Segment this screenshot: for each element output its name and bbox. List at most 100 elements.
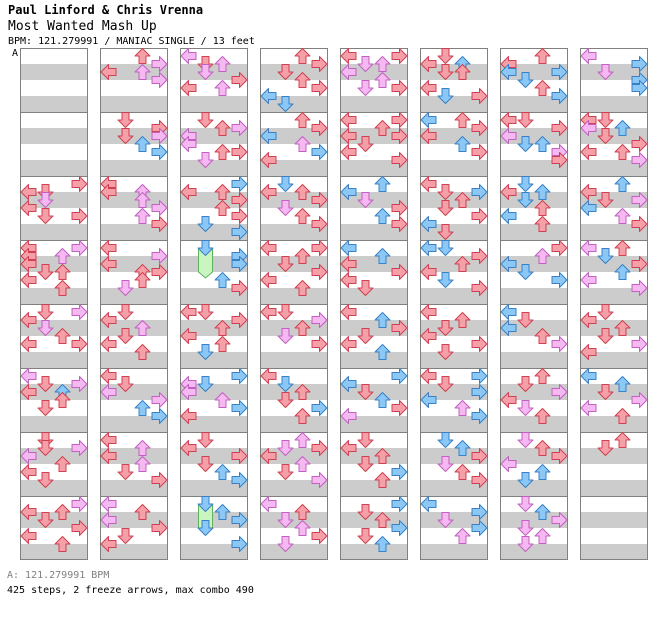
arrow-right-icon xyxy=(391,128,408,144)
arrow-left-icon xyxy=(420,56,437,72)
beat-stripe xyxy=(580,512,648,528)
arrow-left-icon xyxy=(180,408,197,424)
arrow-right-icon xyxy=(311,216,328,232)
arrow-right-icon xyxy=(631,336,648,352)
chart-column xyxy=(260,48,328,560)
arrow-up-icon xyxy=(214,272,231,288)
beat-stripe xyxy=(260,128,328,144)
arrow-right-icon xyxy=(151,472,168,488)
arrow-down-icon xyxy=(517,264,534,280)
beat-stripe xyxy=(340,256,408,272)
arrow-up-icon xyxy=(374,120,391,136)
arrow-left-icon xyxy=(580,312,597,328)
arrow-right-icon xyxy=(391,80,408,96)
arrow-down-icon xyxy=(117,464,134,480)
arrow-right-icon xyxy=(151,520,168,536)
arrow-left-icon xyxy=(340,64,357,80)
beat-stripe xyxy=(260,96,328,112)
beat-stripe xyxy=(180,448,248,464)
arrow-down-icon xyxy=(37,192,54,208)
arrow-right-icon xyxy=(231,368,248,384)
arrow-right-icon xyxy=(471,504,488,520)
arrow-left-icon xyxy=(260,184,277,200)
arrow-up-icon xyxy=(214,392,231,408)
beat-stripe xyxy=(100,64,168,80)
arrow-up-icon xyxy=(374,208,391,224)
arrow-right-icon xyxy=(151,56,168,72)
arrow-right-icon xyxy=(391,152,408,168)
arrow-up-icon xyxy=(374,448,391,464)
arrow-right-icon xyxy=(391,112,408,128)
arrow-right-icon xyxy=(631,152,648,168)
arrow-right-icon xyxy=(311,400,328,416)
arrow-left-icon xyxy=(260,304,277,320)
arrow-up-icon xyxy=(614,432,631,448)
beat-stripe xyxy=(100,448,168,464)
arrow-right-icon xyxy=(551,88,568,104)
arrow-down-icon xyxy=(37,320,54,336)
arrow-up-icon xyxy=(374,72,391,88)
arrow-down-icon xyxy=(357,456,374,472)
arrow-left-icon xyxy=(260,128,277,144)
arrow-right-icon xyxy=(71,208,88,224)
arrow-right-icon xyxy=(231,312,248,328)
arrow-up-icon xyxy=(614,408,631,424)
arrow-up-icon xyxy=(214,184,231,200)
arrow-left-icon xyxy=(420,368,437,384)
arrow-left-icon xyxy=(500,392,517,408)
arrow-left-icon xyxy=(420,112,437,128)
arrow-down-icon xyxy=(117,128,134,144)
arrow-down-icon xyxy=(277,256,294,272)
beat-stripe xyxy=(180,192,248,208)
beat-stripe xyxy=(500,288,568,304)
arrow-down-icon xyxy=(357,328,374,344)
arrow-down-icon xyxy=(277,328,294,344)
beat-stripe xyxy=(500,96,568,112)
arrow-left-icon xyxy=(260,496,277,512)
arrow-left-icon xyxy=(580,240,597,256)
arrow-right-icon xyxy=(71,304,88,320)
arrow-right-icon xyxy=(151,248,168,264)
arrow-down-icon xyxy=(517,112,534,128)
beat-stripe xyxy=(420,64,488,80)
arrow-right-icon xyxy=(151,392,168,408)
column-border xyxy=(420,48,488,560)
arrow-right-icon xyxy=(311,336,328,352)
arrow-right-icon xyxy=(471,336,488,352)
beat-stripe xyxy=(340,448,408,464)
arrow-down-icon xyxy=(597,304,614,320)
arrow-down-icon xyxy=(597,192,614,208)
beat-stripe xyxy=(20,288,88,304)
arrow-up-icon xyxy=(134,344,151,360)
arrow-up-icon xyxy=(294,520,311,536)
beat-stripe xyxy=(580,224,648,240)
beat-stripe xyxy=(100,128,168,144)
arrow-left-icon xyxy=(500,184,517,200)
arrow-up-icon xyxy=(534,504,551,520)
arrow-right-icon xyxy=(391,200,408,216)
beat-stripe xyxy=(500,416,568,432)
arrow-down-icon xyxy=(117,112,134,128)
arrow-up-icon xyxy=(454,112,471,128)
beat-stripe xyxy=(500,192,568,208)
beat-stripe xyxy=(260,256,328,272)
beat-stripe xyxy=(580,544,648,560)
arrow-down-icon xyxy=(197,344,214,360)
arrow-up-icon xyxy=(534,368,551,384)
beat-stripe xyxy=(260,288,328,304)
arrow-down-icon xyxy=(277,376,294,392)
arrow-left-icon xyxy=(580,184,597,200)
arrow-up-icon xyxy=(214,320,231,336)
arrow-up-icon xyxy=(374,536,391,552)
arrow-left-icon xyxy=(100,432,117,448)
arrow-up-icon xyxy=(614,208,631,224)
beat-stripe xyxy=(340,512,408,528)
arrow-up-icon xyxy=(134,272,151,288)
beat-stripe xyxy=(340,192,408,208)
beat-stripe xyxy=(580,384,648,400)
arrow-up-icon xyxy=(294,248,311,264)
arrow-right-icon xyxy=(391,368,408,384)
beat-stripe xyxy=(580,128,648,144)
beat-stripe xyxy=(580,416,648,432)
arrow-up-icon xyxy=(134,456,151,472)
